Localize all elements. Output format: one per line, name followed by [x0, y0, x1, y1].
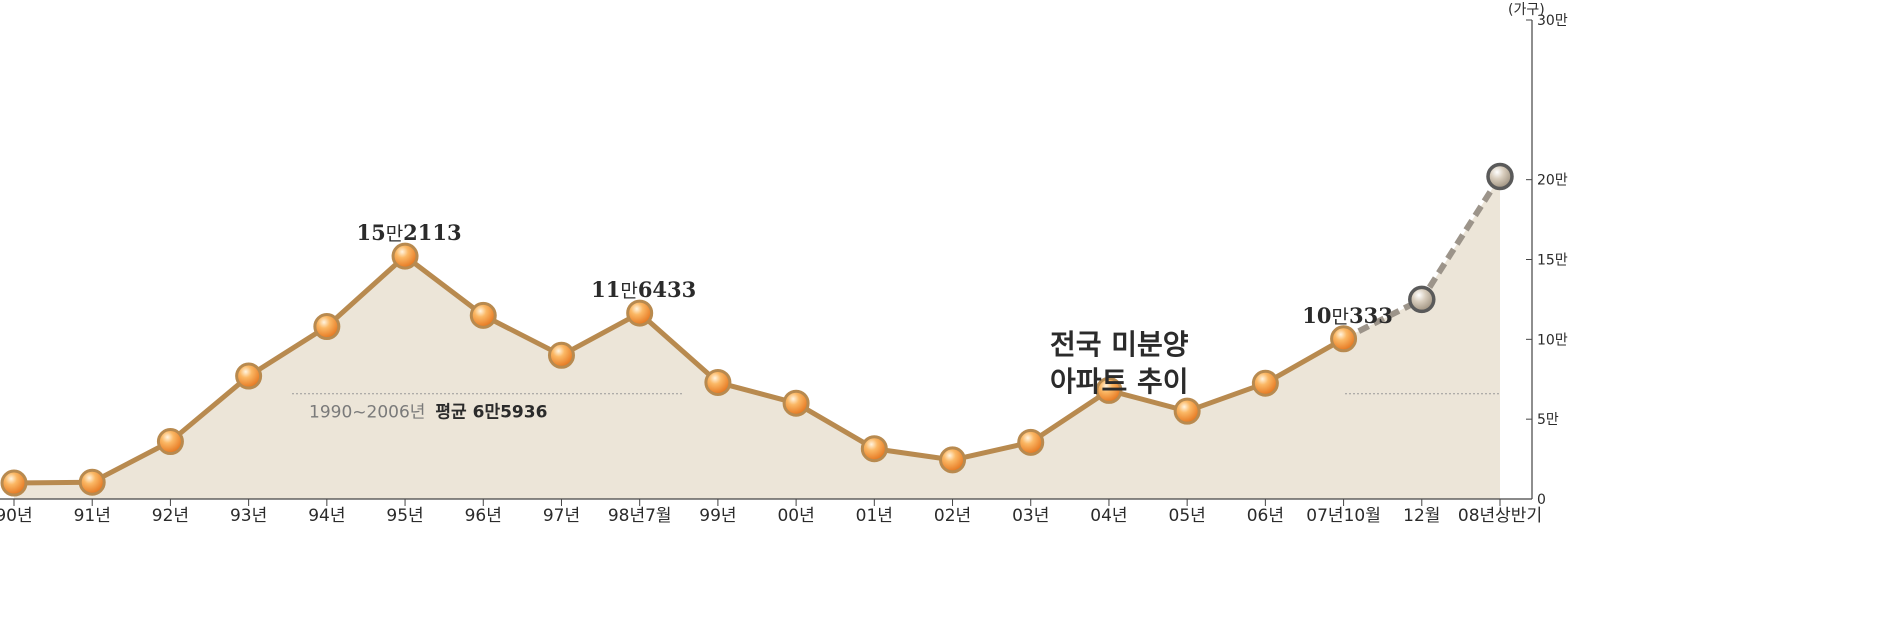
chart-title-line: 전국 미분양 — [1050, 328, 1189, 361]
x-tick-label: 93년 — [230, 506, 267, 526]
data-point — [860, 435, 888, 463]
y-unit-label: (가구) — [1508, 2, 1545, 18]
x-tick-label: 00년 — [777, 506, 814, 526]
area-fill-layer — [14, 176, 1500, 499]
data-point — [0, 469, 28, 497]
x-tick-label: 02년 — [934, 506, 971, 526]
data-point — [782, 389, 810, 417]
data-point — [547, 341, 575, 369]
data-point — [1408, 285, 1436, 314]
data-point — [1173, 397, 1201, 425]
x-tick-label: 96년 — [465, 506, 502, 526]
x-tick-label: 92년 — [152, 506, 189, 526]
x-tick-label: 98년7월 — [608, 506, 672, 526]
y-tick-label: 10만 — [1537, 332, 1568, 348]
x-tick-label: 90년 — [0, 506, 33, 526]
x-tick-label: 97년 — [543, 506, 580, 526]
data-point — [469, 301, 497, 329]
data-point — [78, 468, 106, 496]
marker-layer — [0, 162, 1514, 497]
chart-title-line: 아파트 추이 — [1050, 365, 1189, 398]
axis-layer: 90년 91년 92년 93년 94년 95년 96년 97년 98년7월 99년 00년 01년 02… — [0, 2, 1568, 526]
x-tick-label: 99년 — [699, 506, 736, 526]
x-tick-label: 12월 — [1403, 506, 1440, 526]
data-point — [1330, 325, 1358, 353]
y-tick-label: 20만 — [1537, 173, 1568, 189]
y-tick-label: 0 — [1537, 492, 1546, 508]
x-tick-label: 08년상반기 — [1458, 506, 1542, 526]
average-layer: 1990~2006년 평균 6만5936 — [292, 393, 1500, 423]
y-tick-label: 5만 — [1537, 412, 1559, 428]
x-tick-label: 04년 — [1090, 506, 1127, 526]
area-fill — [14, 176, 1500, 499]
data-label: 11만6433 — [591, 277, 696, 302]
average-label-period: 1990~2006년 — [309, 403, 425, 423]
data-label: 10만333 — [1302, 303, 1393, 328]
x-tick-label: 95년 — [386, 506, 423, 526]
x-tick-label: 94년 — [308, 506, 345, 526]
x-tick-label: 05년 — [1169, 506, 1206, 526]
data-point — [1486, 162, 1514, 191]
average-label: 1990~2006년 평균 6만5936 — [309, 403, 547, 423]
data-point — [1095, 376, 1123, 404]
data-point — [939, 446, 967, 474]
y-tick-label: 15만 — [1537, 253, 1568, 269]
data-point — [313, 313, 341, 341]
data-point — [235, 362, 263, 390]
average-label-value: 평균 6만5936 — [435, 403, 547, 423]
x-tick-label: 91년 — [74, 506, 111, 526]
x-tick-label: 06년 — [1247, 506, 1284, 526]
y-tick-label: 30만 — [1537, 13, 1568, 29]
data-point — [1251, 369, 1279, 397]
data-point — [391, 242, 419, 270]
data-label: 15만2113 — [356, 220, 461, 245]
data-point — [626, 299, 654, 327]
x-tick-label: 01년 — [856, 506, 893, 526]
x-tick-label: 03년 — [1012, 506, 1049, 526]
data-point — [1017, 428, 1045, 456]
data-point — [156, 428, 184, 456]
data-point — [704, 368, 732, 396]
x-tick-label: 07년10월 — [1306, 506, 1381, 526]
